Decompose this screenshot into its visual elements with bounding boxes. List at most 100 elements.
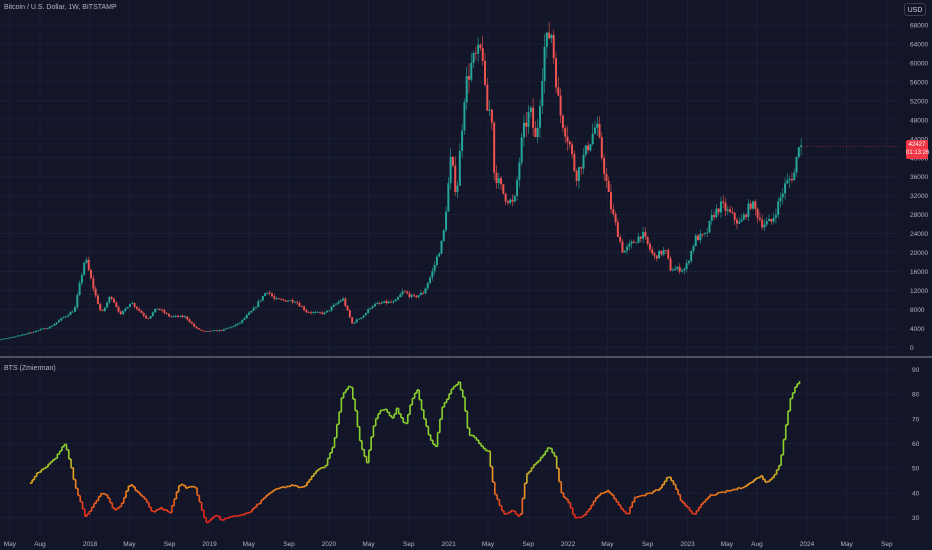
candle-body xyxy=(367,308,370,314)
x-tick-label: 2022 xyxy=(561,541,576,548)
x-tick-label: 2023 xyxy=(680,541,695,548)
bts-oscillator xyxy=(29,381,801,524)
candle-body xyxy=(303,306,306,311)
candle-body xyxy=(522,122,525,138)
candle-body xyxy=(646,236,649,244)
candle-body xyxy=(493,122,496,173)
candle-body xyxy=(552,35,555,59)
candle-body xyxy=(422,292,425,294)
candle-body xyxy=(145,315,148,319)
candle-body xyxy=(245,315,248,319)
candle-body xyxy=(660,250,663,255)
candle-body xyxy=(587,145,590,151)
candle-body xyxy=(415,295,418,298)
candle-body xyxy=(687,260,690,264)
candle-body xyxy=(353,322,356,324)
candle-body xyxy=(431,271,434,278)
x-tick-label: May xyxy=(721,541,734,548)
candle-body xyxy=(264,293,267,297)
candle-body xyxy=(234,324,237,327)
candle-body xyxy=(266,292,269,294)
candle-body xyxy=(312,312,315,314)
x-tick-label: 2024 xyxy=(800,541,815,548)
last-price-value: 42427 xyxy=(908,142,926,148)
candle-body xyxy=(37,330,40,331)
candle-body xyxy=(67,315,70,317)
candle-body xyxy=(53,324,56,326)
candle-body xyxy=(112,298,115,303)
candle-body xyxy=(749,203,752,209)
candle-body xyxy=(172,316,175,318)
candle-body xyxy=(9,337,12,339)
candle-body xyxy=(628,243,631,247)
candle-body xyxy=(429,277,432,284)
candle-body xyxy=(193,323,196,327)
candle-body xyxy=(261,296,264,301)
candle-body xyxy=(335,303,338,305)
candle-body xyxy=(612,209,615,214)
candle-body xyxy=(456,185,459,192)
candle-body xyxy=(119,311,122,315)
candle-body xyxy=(396,297,399,300)
candle-body xyxy=(115,302,118,307)
candle-body xyxy=(502,184,505,194)
candle-body xyxy=(332,304,335,307)
symbol-title[interactable]: Bitcoin / U.S. Dollar, 1W, BITSTAMP xyxy=(4,4,117,11)
candle-body xyxy=(445,211,448,231)
grid-layer xyxy=(0,0,932,536)
osc-tick-label: 50 xyxy=(912,466,920,473)
x-tick-label: 2020 xyxy=(322,541,337,548)
candle-body xyxy=(703,233,706,235)
candle-body xyxy=(156,308,159,310)
candle-body xyxy=(454,165,457,192)
candle-body xyxy=(158,308,161,310)
x-tick-label: May xyxy=(243,541,256,548)
candle-body xyxy=(183,316,186,318)
candle-body xyxy=(344,298,347,307)
candle-body xyxy=(12,336,15,338)
candle-body xyxy=(477,44,480,54)
candle-body xyxy=(623,250,626,253)
candle-body xyxy=(362,315,365,318)
candle-body xyxy=(96,295,99,304)
candle-body xyxy=(163,310,166,314)
indicator-title[interactable]: BTS (Zmierman) xyxy=(4,365,56,372)
price-tick-label: 24000 xyxy=(910,231,928,238)
candle-body xyxy=(307,312,310,313)
candle-body xyxy=(218,330,221,332)
candle-body xyxy=(790,178,793,181)
price-tick-label: 64000 xyxy=(910,42,928,49)
candle-body xyxy=(742,214,745,220)
candle-body xyxy=(797,147,800,158)
candle-body xyxy=(243,318,246,320)
candle-body xyxy=(520,137,523,163)
candle-body xyxy=(559,95,562,116)
candle-body xyxy=(772,217,775,222)
candle-body xyxy=(394,299,397,302)
candle-body xyxy=(277,298,280,300)
candle-body xyxy=(204,331,207,332)
candle-body xyxy=(101,310,104,311)
candle-body xyxy=(518,162,521,180)
currency-button[interactable]: USD xyxy=(904,3,926,16)
candle-body xyxy=(541,80,544,107)
candle-body xyxy=(284,300,287,302)
candle-body xyxy=(532,107,535,128)
candle-body xyxy=(577,167,580,181)
candle-body xyxy=(410,294,413,297)
x-tick-label: May xyxy=(123,541,136,548)
osc-tick-label: 80 xyxy=(912,392,920,399)
candle-body xyxy=(380,302,383,304)
candle-body xyxy=(110,296,113,299)
candle-body xyxy=(637,236,640,243)
candle-body xyxy=(124,308,127,311)
price-tick-label: 56000 xyxy=(910,79,928,86)
candle-body xyxy=(227,327,230,329)
candle-body xyxy=(561,115,564,128)
candle-body xyxy=(564,127,567,137)
candle-body xyxy=(165,313,168,314)
candle-body xyxy=(0,339,3,340)
candle-body xyxy=(768,218,771,222)
x-tick-label: Aug xyxy=(751,541,763,548)
candle-body xyxy=(348,310,351,318)
